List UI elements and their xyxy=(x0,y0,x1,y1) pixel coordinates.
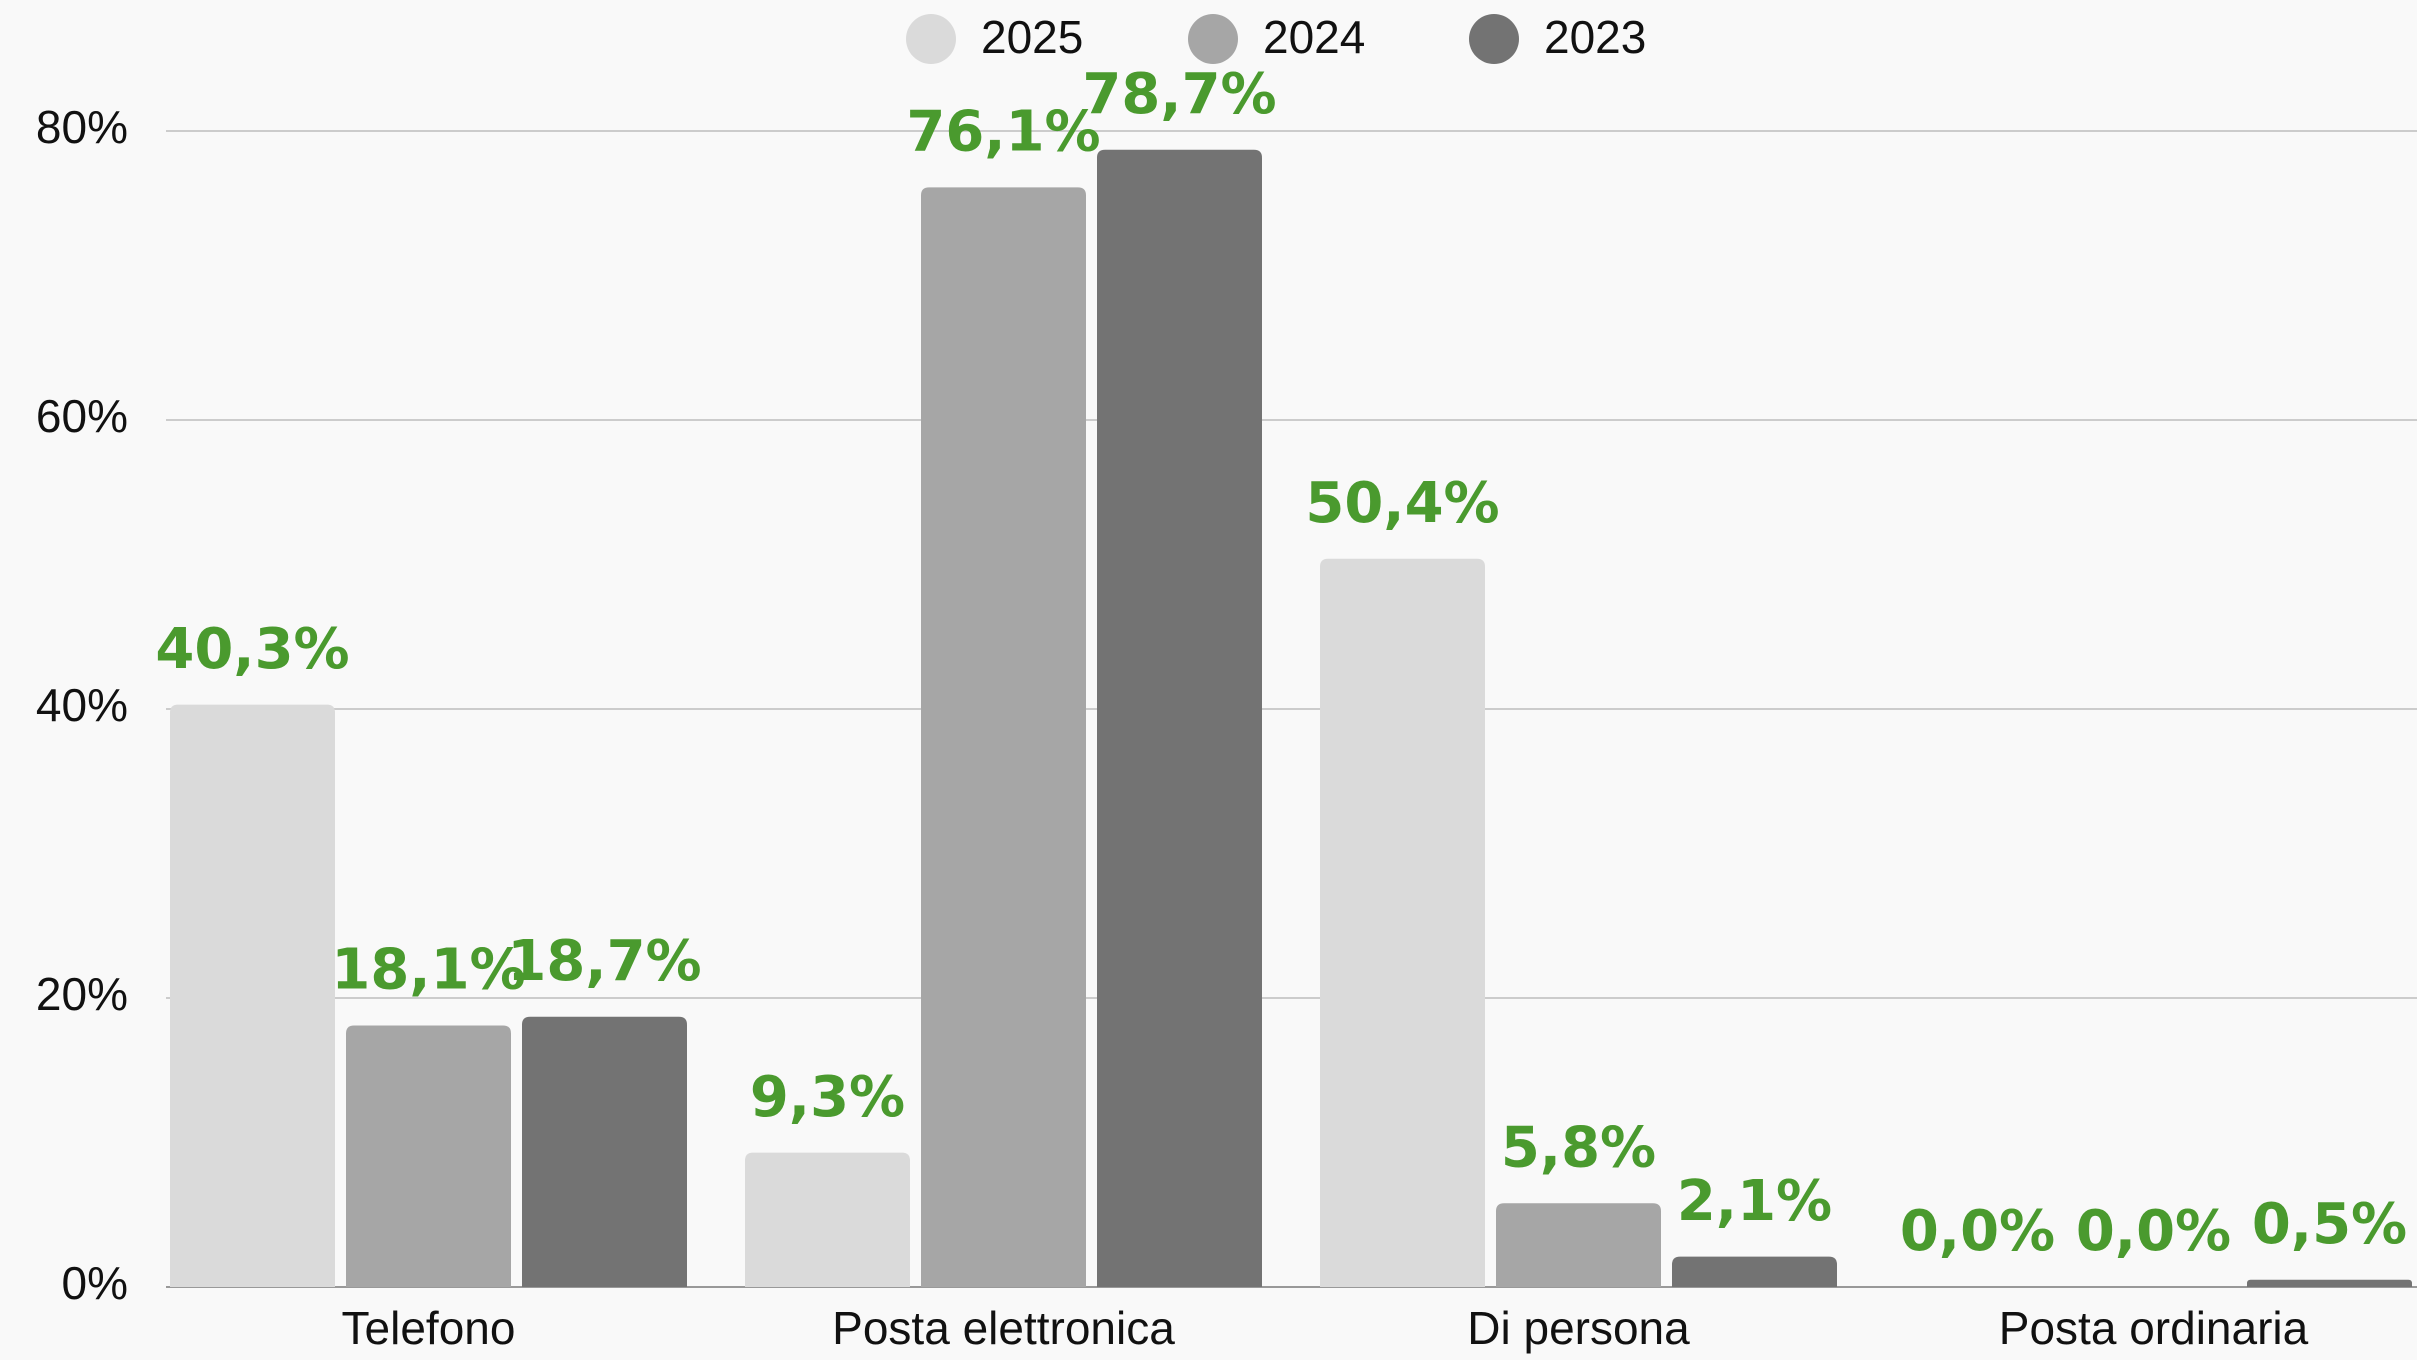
bar xyxy=(1097,149,1262,1287)
value-label: 0,5% xyxy=(2252,1192,2407,1257)
legend-marker xyxy=(1469,14,1519,64)
legend-marker xyxy=(906,14,956,64)
bar xyxy=(1672,1256,1837,1287)
bar xyxy=(2247,1279,2412,1287)
value-label: 50,4% xyxy=(1305,471,1499,536)
value-label: 0,0% xyxy=(2076,1199,2231,1264)
y-tick-label: 20% xyxy=(36,968,128,1020)
value-label: 40,3% xyxy=(155,617,349,682)
legend-marker xyxy=(1188,14,1238,64)
x-tick-label: Posta ordinaria xyxy=(1999,1302,2309,1354)
legend-label: 2023 xyxy=(1544,11,1646,63)
y-tick-label: 40% xyxy=(36,679,128,731)
value-label: 76,1% xyxy=(906,99,1100,164)
bar xyxy=(170,704,335,1287)
y-tick-label: 60% xyxy=(36,390,128,442)
x-tick-label: Telefono xyxy=(342,1302,516,1354)
legend-label: 2025 xyxy=(981,11,1083,63)
legend-label: 2024 xyxy=(1263,11,1365,63)
bar xyxy=(1496,1203,1661,1287)
x-tick-label: Di persona xyxy=(1467,1302,1690,1354)
value-label: 9,3% xyxy=(750,1065,905,1130)
value-label: 78,7% xyxy=(1082,62,1276,127)
value-label: 18,7% xyxy=(507,929,701,994)
x-tick-label: Posta elettronica xyxy=(832,1302,1175,1354)
bar xyxy=(522,1016,687,1287)
bar xyxy=(346,1025,511,1287)
bar xyxy=(921,187,1086,1288)
value-label: 2,1% xyxy=(1677,1169,1832,1234)
value-label: 18,1% xyxy=(331,938,525,1003)
bar xyxy=(1320,558,1485,1287)
y-tick-label: 80% xyxy=(36,101,128,153)
value-label: 0,0% xyxy=(1900,1199,2055,1264)
y-tick-label: 0% xyxy=(62,1257,128,1309)
bar xyxy=(745,1152,910,1287)
value-label: 5,8% xyxy=(1501,1115,1656,1180)
